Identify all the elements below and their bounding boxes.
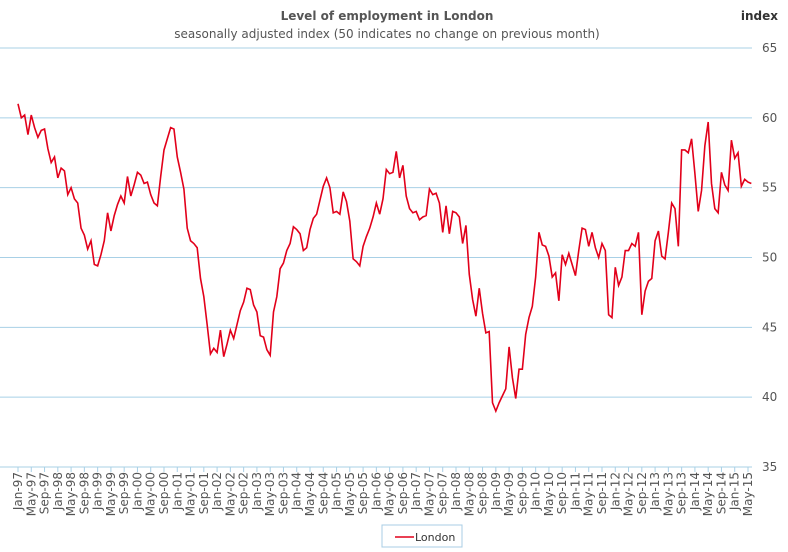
x-tick-label: May-05 bbox=[343, 472, 357, 516]
x-tick-label: May-10 bbox=[542, 472, 556, 516]
y-tick-label: 65 bbox=[762, 41, 777, 55]
x-tick-label: Sep-01 bbox=[197, 472, 211, 514]
x-tick-label: Jan-00 bbox=[130, 472, 144, 511]
x-tick-label: Jan-02 bbox=[210, 472, 224, 511]
x-tick-label: May-09 bbox=[502, 472, 516, 516]
x-tick-label: May-14 bbox=[701, 472, 715, 516]
x-tick-label: Jan-03 bbox=[250, 472, 264, 511]
x-tick-label: May-00 bbox=[144, 472, 158, 516]
chart-title: Level of employment in London bbox=[281, 9, 494, 23]
x-tick-label: Sep-06 bbox=[396, 472, 410, 514]
x-tick-label: May-08 bbox=[462, 472, 476, 516]
x-tick-label: Sep-12 bbox=[635, 472, 649, 514]
x-tick-label: Sep-09 bbox=[515, 472, 529, 514]
x-tick-label: May-13 bbox=[661, 472, 675, 516]
x-tick-label: Jan-01 bbox=[170, 472, 184, 511]
data-line bbox=[17, 103, 752, 414]
legend-label: London bbox=[415, 531, 455, 544]
x-tick-label: Jan-12 bbox=[608, 472, 622, 511]
x-tick-label: May-01 bbox=[184, 472, 198, 516]
x-tick-label: Jan-06 bbox=[369, 472, 383, 511]
chart-subtitle: seasonally adjusted index (50 indicates … bbox=[174, 27, 599, 41]
x-tick-label: Sep-11 bbox=[595, 472, 609, 514]
x-tick-label: Jan-11 bbox=[568, 472, 582, 511]
x-tick-label: Jan-08 bbox=[449, 472, 463, 511]
y-tick-label: 55 bbox=[762, 181, 777, 195]
x-tick-label: Sep-99 bbox=[117, 472, 131, 514]
y-tick-label: 45 bbox=[762, 320, 777, 334]
x-tick-label: Sep-10 bbox=[555, 472, 569, 514]
x-tick-label: May-98 bbox=[64, 472, 78, 516]
x-tick-label: May-07 bbox=[422, 472, 436, 516]
x-tick-label: Jan-04 bbox=[290, 472, 304, 511]
x-tick-label: Sep-13 bbox=[675, 472, 689, 514]
x-tick-label: Jan-09 bbox=[489, 472, 503, 511]
y-tick-label: 40 bbox=[762, 390, 777, 404]
x-tick-label: Sep-00 bbox=[157, 472, 171, 514]
x-tick-label: May-04 bbox=[303, 472, 317, 516]
y-tick-label: 50 bbox=[762, 251, 777, 265]
x-tick-label: Jan-15 bbox=[728, 472, 742, 511]
y-axis-label: index bbox=[741, 9, 778, 23]
x-tick-label: Jan-14 bbox=[688, 472, 702, 511]
x-tick-label: May-97 bbox=[24, 472, 38, 516]
x-tick-label: Jan-98 bbox=[51, 472, 65, 511]
x-tick-label: May-99 bbox=[104, 472, 118, 516]
x-tick-label: Jan-13 bbox=[648, 472, 662, 511]
x-tick-label: May-15 bbox=[741, 472, 755, 516]
x-tick-label: May-03 bbox=[263, 472, 277, 516]
x-tick-label: Sep-07 bbox=[436, 472, 450, 514]
x-tick-label: May-12 bbox=[622, 472, 636, 516]
x-tick-label: Sep-02 bbox=[237, 472, 251, 514]
x-tick-label: Jan-97 bbox=[11, 472, 25, 511]
y-tick-label: 35 bbox=[762, 460, 777, 474]
x-tick-label: Sep-05 bbox=[356, 472, 370, 514]
x-tick-label: Sep-98 bbox=[77, 472, 91, 514]
y-tick-label: 60 bbox=[762, 111, 777, 125]
x-tick-label: Jan-07 bbox=[409, 472, 423, 511]
x-tick-label: Sep-08 bbox=[476, 472, 490, 514]
x-tick-label: Sep-04 bbox=[316, 472, 330, 514]
x-tick-label: May-02 bbox=[223, 472, 237, 516]
x-tick-label: Jan-99 bbox=[91, 472, 105, 511]
legend-box bbox=[381, 524, 463, 548]
x-tick-label: Sep-03 bbox=[276, 472, 290, 514]
x-tick-label: Jan-10 bbox=[529, 472, 543, 511]
x-tick-label: Jan-05 bbox=[330, 472, 344, 511]
x-tick-label: Sep-14 bbox=[714, 472, 728, 514]
x-tick-label: May-11 bbox=[582, 472, 596, 516]
x-tick-label: May-06 bbox=[383, 472, 397, 516]
x-tick-label: Sep-97 bbox=[38, 472, 52, 514]
